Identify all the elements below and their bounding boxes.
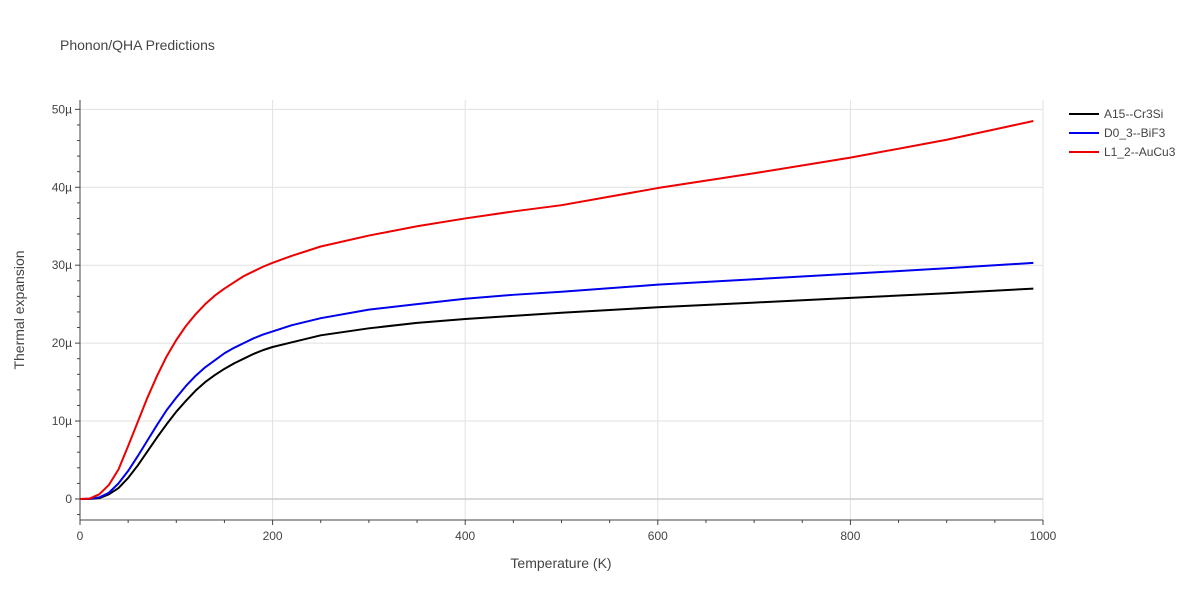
y-tick-label: 40µ [52,180,72,194]
x-axis-title: Temperature (K) [510,555,611,571]
y-tick-label: 30µ [52,258,72,272]
grid [80,100,1044,520]
x-axis-ticks: 0 200 400 600 800 1000 [77,529,1057,543]
plot-lines [79,120,1034,500]
legend-item-2[interactable]: D0_3--BiF3 [1069,126,1166,140]
y-tick-label: 20µ [52,336,72,350]
series-line-3 [79,120,1034,500]
axes [75,100,1044,525]
x-tick-label: 400 [455,529,475,543]
legend-item-1[interactable]: A15--Cr3Si [1069,107,1163,121]
x-tick-label: 800 [840,529,860,543]
legend[interactable]: A15--Cr3Si D0_3--BiF3 L1_2--AuCu3 [1069,107,1176,159]
x-tick-label: 1000 [1030,529,1057,543]
legend-label: L1_2--AuCu3 [1104,145,1176,159]
y-axis-title: Thermal expansion [11,250,27,369]
x-tick-label: 0 [77,529,84,543]
y-tick-label: 50µ [52,102,72,116]
chart-title: Phonon/QHA Predictions [60,37,215,53]
x-tick-label: 200 [263,529,283,543]
y-axis-ticks: 0 10µ 20µ 30µ 40µ 50µ [52,102,73,506]
legend-label: A15--Cr3Si [1104,107,1163,121]
y-tick-label: 10µ [52,414,72,428]
x-tick-label: 600 [648,529,668,543]
legend-label: D0_3--BiF3 [1104,126,1166,140]
y-tick-label: 0 [65,492,72,506]
series-line-2 [79,261,1034,500]
series-line-1 [79,287,1034,500]
legend-item-3[interactable]: L1_2--AuCu3 [1069,145,1176,159]
